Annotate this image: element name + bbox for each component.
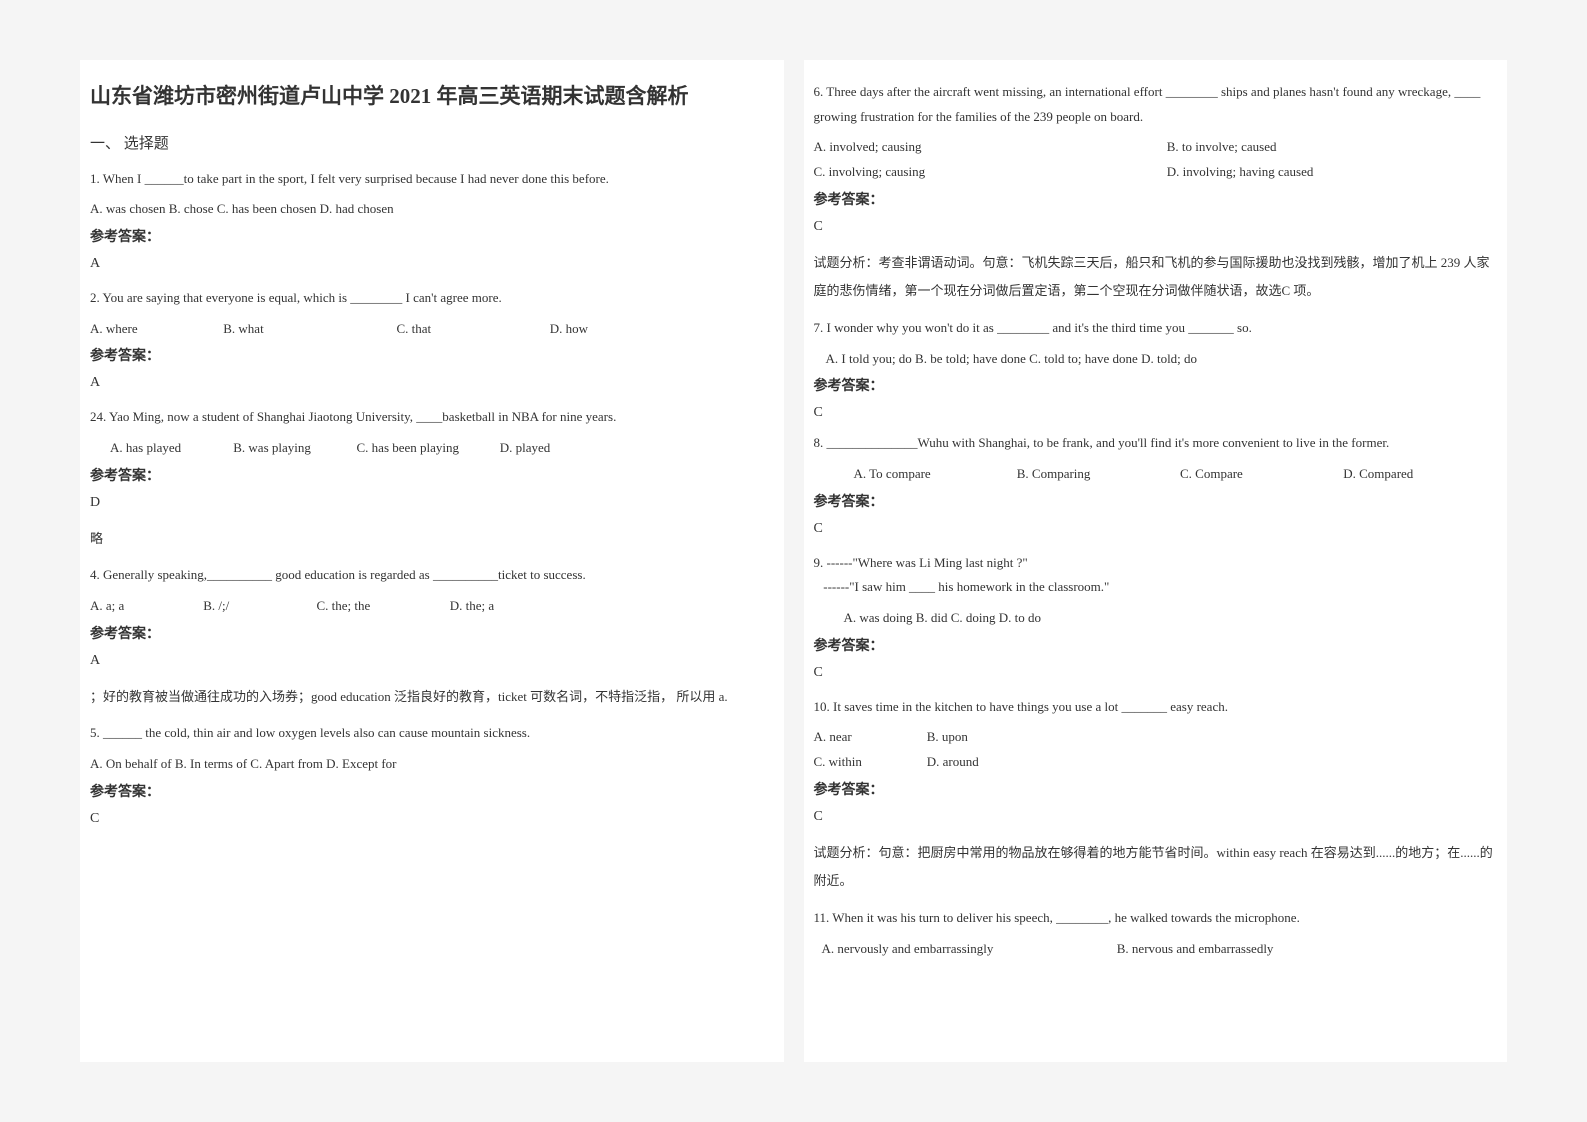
question-options: A. To compare B. Comparing C. Compare D.… [814, 462, 1498, 487]
question-options: A. involved; causing B. to involve; caus… [814, 135, 1498, 184]
option-b: B. was playing [233, 436, 353, 461]
question-11: 11. When it was his turn to deliver his … [814, 906, 1498, 961]
option-d: D. the; a [450, 594, 494, 619]
question-text-1: 9. ------"Where was Li Ming last night ?… [814, 551, 1498, 576]
option-c: C. that [397, 317, 547, 342]
question-text: 2. You are saying that everyone is equal… [90, 286, 774, 311]
question-10: 10. It saves time in the kitchen to have… [814, 695, 1498, 896]
option-b: B. nervous and embarrassedly [1117, 937, 1274, 962]
option-d: D. Compared [1343, 462, 1413, 487]
question-1: 1. When I ______to take part in the spor… [90, 167, 774, 272]
option-c: C. the; the [317, 594, 447, 619]
answer-label: 参考答案： [90, 623, 774, 643]
option-d: D. involving; having caused [1167, 160, 1314, 185]
answer-value: D [90, 495, 774, 511]
question-options: A. where B. what C. that D. how [90, 317, 774, 342]
option-d: D. how [550, 317, 588, 342]
answer-label: 参考答案： [90, 465, 774, 485]
option-a: A. has played [110, 436, 230, 461]
option-a: A. nervously and embarrassingly [814, 937, 1114, 962]
option-b: B. /;/ [203, 594, 313, 619]
option-a: A. where [90, 317, 220, 342]
option-c: C. involving; causing [814, 160, 1164, 185]
answer-analysis: 试题分析：考查非谓语动词。句意：飞机失踪三天后，船只和飞机的参与国际援助也没找到… [814, 249, 1498, 306]
answer-value: C [814, 521, 1498, 537]
answer-label: 参考答案： [814, 189, 1498, 209]
option-b: B. Comparing [1017, 462, 1177, 487]
right-column: 6. Three days after the aircraft went mi… [804, 60, 1508, 1062]
question-text: 6. Three days after the aircraft went mi… [814, 80, 1498, 129]
question-text: 7. I wonder why you won't do it as _____… [814, 316, 1498, 341]
question-text: 1. When I ______to take part in the spor… [90, 167, 774, 192]
answer-value: C [814, 809, 1498, 825]
question-options: A. has played B. was playing C. has been… [90, 436, 774, 461]
left-column: 山东省潍坊市密州街道卢山中学 2021 年高三英语期末试题含解析 一、 选择题 … [80, 60, 784, 1062]
option-c: C. within [814, 750, 924, 775]
answer-value: C [814, 219, 1498, 235]
question-options: A. nervously and embarrassingly B. nervo… [814, 937, 1498, 962]
option-a: A. To compare [854, 462, 1014, 487]
question-text-2: ------"I saw him ____ his homework in th… [814, 575, 1498, 600]
answer-value: C [814, 405, 1498, 421]
option-d: D. around [927, 750, 979, 775]
answer-value: A [90, 256, 774, 272]
question-options: A. a; a B. /;/ C. the; the D. the; a [90, 594, 774, 619]
question-text: 8. ______________Wuhu with Shanghai, to … [814, 431, 1498, 456]
option-a: A. involved; causing [814, 135, 1164, 160]
question-6: 6. Three days after the aircraft went mi… [814, 80, 1498, 306]
question-9: 9. ------"Where was Li Ming last night ?… [814, 551, 1498, 681]
answer-label: 参考答案： [814, 779, 1498, 799]
option-d: D. played [500, 436, 551, 461]
exam-title: 山东省潍坊市密州街道卢山中学 2021 年高三英语期末试题含解析 [90, 80, 774, 114]
answer-label: 参考答案： [90, 226, 774, 246]
option-c: C. has been playing [357, 436, 497, 461]
answer-analysis: 试题分析：句意：把厨房中常用的物品放在够得着的地方能节省时间。within ea… [814, 839, 1498, 896]
answer-value: C [90, 811, 774, 827]
answer-label: 参考答案： [90, 781, 774, 801]
question-7: 7. I wonder why you won't do it as _____… [814, 316, 1498, 421]
answer-label: 参考答案： [90, 345, 774, 365]
question-options: A. near B. upon C. within D. around [814, 725, 1498, 774]
answer-label: 参考答案： [814, 491, 1498, 511]
question-options: A. On behalf of B. In terms of C. Apart … [90, 752, 774, 777]
question-8: 8. ______________Wuhu with Shanghai, to … [814, 431, 1498, 536]
question-text: 4. Generally speaking,__________ good ed… [90, 563, 774, 588]
question-text: 11. When it was his turn to deliver his … [814, 906, 1498, 931]
option-b: B. to involve; caused [1167, 135, 1277, 160]
section-header: 一、 选择题 [90, 132, 774, 153]
question-4: 4. Generally speaking,__________ good ed… [90, 563, 774, 711]
answer-value: A [90, 375, 774, 391]
question-options: A. I told you; do B. be told; have done … [814, 347, 1498, 372]
question-text: 24. Yao Ming, now a student of Shanghai … [90, 405, 774, 430]
question-options: A. was chosen B. chose C. has been chose… [90, 197, 774, 222]
question-text: 5. ______ the cold, thin air and low oxy… [90, 721, 774, 746]
option-a: A. a; a [90, 594, 200, 619]
option-b: B. what [223, 317, 393, 342]
answer-note: 略 [90, 525, 774, 554]
question-5: 5. ______ the cold, thin air and low oxy… [90, 721, 774, 826]
answer-value: C [814, 665, 1498, 681]
answer-label: 参考答案： [814, 375, 1498, 395]
question-3: 24. Yao Ming, now a student of Shanghai … [90, 405, 774, 553]
option-b: B. upon [927, 725, 968, 750]
question-options: A. was doing B. did C. doing D. to do [814, 606, 1498, 631]
option-a: A. near [814, 725, 924, 750]
answer-value: A [90, 653, 774, 669]
question-text: 10. It saves time in the kitchen to have… [814, 695, 1498, 720]
answer-label: 参考答案： [814, 635, 1498, 655]
answer-analysis: ；好的教育被当做通往成功的入场券；good education 泛指良好的教育，… [90, 683, 774, 712]
option-c: C. Compare [1180, 462, 1340, 487]
question-2: 2. You are saying that everyone is equal… [90, 286, 774, 391]
